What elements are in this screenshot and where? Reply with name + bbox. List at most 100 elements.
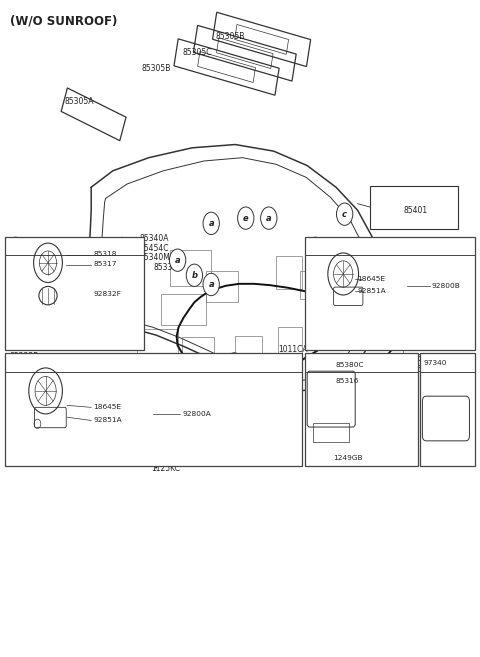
Text: 91810T: 91810T xyxy=(394,300,422,309)
Bar xyxy=(235,336,262,368)
Bar xyxy=(300,271,323,299)
Text: 92800B: 92800B xyxy=(432,283,461,289)
Text: 85340A: 85340A xyxy=(413,344,442,353)
Bar xyxy=(313,423,349,442)
Circle shape xyxy=(9,237,22,254)
Text: 85337R: 85337R xyxy=(154,263,183,272)
Text: 85335B: 85335B xyxy=(10,352,39,361)
Text: 85305B: 85305B xyxy=(216,32,245,41)
Bar xyxy=(137,328,178,368)
Text: 85454C: 85454C xyxy=(413,354,442,363)
Text: 1249GE: 1249GE xyxy=(10,363,39,372)
Text: 85305A: 85305A xyxy=(65,97,94,106)
Text: 18645E: 18645E xyxy=(358,276,385,283)
Circle shape xyxy=(9,354,22,371)
Text: 92851A: 92851A xyxy=(94,417,122,424)
Bar xyxy=(389,346,403,353)
Bar xyxy=(206,271,238,302)
Text: 85317: 85317 xyxy=(94,261,117,267)
Circle shape xyxy=(169,249,186,271)
Bar xyxy=(370,186,458,229)
Text: 85340L: 85340L xyxy=(262,378,290,388)
Bar xyxy=(111,294,120,300)
Text: 97340: 97340 xyxy=(423,360,447,367)
Bar xyxy=(182,337,214,371)
Text: 1249GB: 1249GB xyxy=(334,455,363,461)
Text: a: a xyxy=(13,241,18,250)
Text: d: d xyxy=(231,359,237,369)
Text: c: c xyxy=(313,358,318,367)
Text: 92800A: 92800A xyxy=(182,411,211,417)
Text: 1125KC: 1125KC xyxy=(151,464,180,473)
Text: 85355: 85355 xyxy=(84,307,108,316)
Text: b: b xyxy=(12,358,18,367)
Text: a: a xyxy=(175,256,180,265)
Text: 85401: 85401 xyxy=(403,206,427,215)
Circle shape xyxy=(186,264,203,286)
Text: 85325D: 85325D xyxy=(163,407,193,417)
Bar xyxy=(278,327,302,358)
Text: 85454C: 85454C xyxy=(84,287,113,296)
Bar xyxy=(111,276,120,283)
Text: 85318: 85318 xyxy=(94,251,117,258)
Text: 85340A: 85340A xyxy=(336,363,365,373)
Bar xyxy=(276,256,302,289)
Text: 85833L: 85833L xyxy=(206,374,235,383)
Text: a: a xyxy=(208,280,214,289)
Text: 1194GB: 1194GB xyxy=(36,409,66,419)
Text: 85454C: 85454C xyxy=(10,332,39,341)
Text: 85454C: 85454C xyxy=(336,373,365,382)
Bar xyxy=(126,254,134,261)
Circle shape xyxy=(226,353,242,375)
Circle shape xyxy=(336,203,353,225)
Text: 85340A: 85340A xyxy=(139,234,168,243)
Text: 85305C: 85305C xyxy=(182,48,212,57)
Circle shape xyxy=(424,354,437,371)
Text: c: c xyxy=(342,210,347,219)
Text: 85340L: 85340L xyxy=(413,365,441,374)
Text: 85340T: 85340T xyxy=(173,418,202,427)
Text: 85010R: 85010R xyxy=(314,380,344,390)
Text: 85390A: 85390A xyxy=(271,389,300,398)
Text: e: e xyxy=(243,214,249,223)
Text: 85454C: 85454C xyxy=(139,244,168,253)
Bar xyxy=(420,353,475,466)
Bar xyxy=(326,264,347,290)
Text: a: a xyxy=(266,214,272,223)
Bar xyxy=(5,237,144,350)
Circle shape xyxy=(203,273,219,296)
Text: 6805A: 6805A xyxy=(336,353,360,363)
Text: 85010L: 85010L xyxy=(314,390,343,399)
Bar xyxy=(389,365,403,373)
Text: 85340A: 85340A xyxy=(14,288,44,297)
Circle shape xyxy=(261,207,277,229)
Text: 85340A: 85340A xyxy=(84,277,113,286)
Text: (W/O SUNROOF): (W/O SUNROOF) xyxy=(10,14,117,28)
Text: a: a xyxy=(208,219,214,228)
Bar xyxy=(305,237,475,350)
Circle shape xyxy=(309,354,322,371)
Text: 85340M: 85340M xyxy=(84,297,115,306)
Bar xyxy=(5,353,302,466)
Text: 92832F: 92832F xyxy=(94,291,121,298)
Bar xyxy=(111,284,120,291)
Text: 85340M: 85340M xyxy=(139,253,170,262)
Text: 85305B: 85305B xyxy=(142,64,171,74)
Text: 1011CA: 1011CA xyxy=(278,345,308,354)
Bar xyxy=(80,342,89,349)
Text: 92851A: 92851A xyxy=(358,288,386,294)
Circle shape xyxy=(309,237,322,254)
Bar xyxy=(170,250,211,286)
Text: 85316: 85316 xyxy=(336,378,360,384)
Text: 85380C: 85380C xyxy=(336,361,364,368)
Bar xyxy=(126,243,134,250)
Text: d: d xyxy=(428,358,433,367)
Bar xyxy=(389,375,403,383)
Text: 85340M: 85340M xyxy=(10,342,40,351)
Text: 18645E: 18645E xyxy=(94,404,121,411)
Bar xyxy=(80,325,89,332)
Bar xyxy=(126,237,134,243)
Text: b: b xyxy=(192,271,197,280)
Bar xyxy=(161,294,206,325)
Text: 85355L: 85355L xyxy=(190,385,218,394)
